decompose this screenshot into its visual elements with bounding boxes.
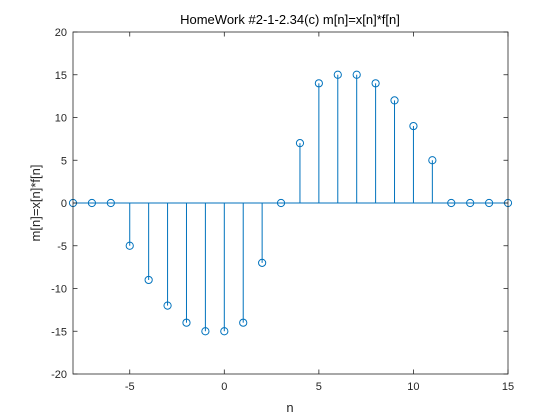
stem-marker [163,301,172,310]
x-tick-label: 0 [221,381,227,393]
chart-title: HomeWork #2-1-2.34(c) m[n]=x[n]*f[n] [180,12,400,27]
x-tick-label: 15 [502,381,514,393]
stem-marker [409,121,418,131]
stem-marker [371,79,380,88]
stem-marker [220,327,229,336]
stem-marker [182,318,191,327]
x-tick-label: 5 [316,381,322,393]
x-tick-label: -5 [125,381,135,393]
y-tick-label: 15 [55,70,67,82]
stem-marker [87,198,97,208]
stem-marker [125,241,134,250]
y-tick-label: 10 [55,113,67,125]
stem-marker [390,96,399,105]
ticks-layer [73,31,509,375]
y-tick-label: -5 [57,241,67,253]
stem-marker [447,198,456,208]
stem-marker [201,327,210,336]
y-tick-label: 5 [61,155,67,167]
stem-marker [276,198,286,208]
stem-marker [295,139,305,148]
y-tick-label: 0 [61,198,67,210]
stem-marker [333,70,342,79]
stem-marker [239,318,248,327]
tick-labels-layer: -5 0 5 10 15 -20 -15 -10 -5 0 5 10 15 20 [51,27,514,393]
stem-marker [258,258,267,267]
stem-marker [466,198,475,208]
stem-marker [352,70,361,79]
y-tick-label: 20 [55,27,67,39]
stem-marker [314,79,323,88]
stem-marker [484,198,494,208]
markers-layer [68,70,513,336]
stem-marker [144,275,153,285]
y-axis-label: m[n]=x[n]*f[n] [28,165,43,242]
stem-marker [428,156,437,165]
y-tick-label: -15 [51,326,67,338]
stem-marker [106,198,115,208]
x-tick-label: 10 [407,381,419,393]
x-axis-label: n [286,400,293,415]
y-tick-label: -10 [51,284,67,296]
stems-layer [129,74,433,332]
y-tick-label: -20 [51,369,67,381]
